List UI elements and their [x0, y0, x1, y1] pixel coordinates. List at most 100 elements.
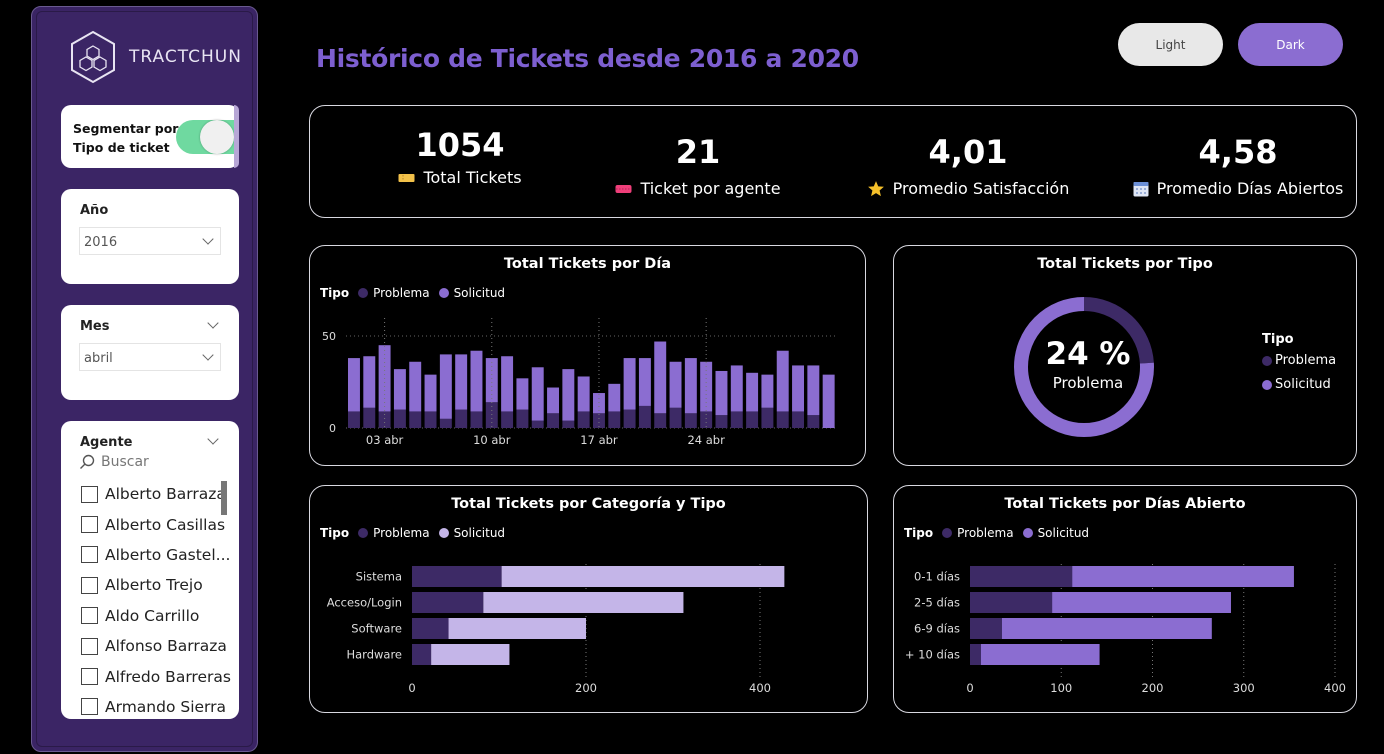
- brand-name: TRACTCHUN: [129, 47, 242, 67]
- x-tick-label: 17 abr: [580, 433, 618, 447]
- donut-center-value: 24 %: [1045, 336, 1131, 372]
- agent-list-item[interactable]: Aldo Carrillo: [81, 601, 221, 631]
- agent-search[interactable]: Buscar: [79, 454, 149, 470]
- agent-checkbox[interactable]: [81, 485, 98, 503]
- kpi-label-row: Promedio Satisfacción: [858, 179, 1078, 198]
- legend-solicitud[interactable]: Solicitud: [453, 526, 506, 540]
- bar-problema: [746, 411, 759, 428]
- star-icon: [867, 180, 884, 196]
- kpi-label: Ticket por agente: [640, 179, 781, 198]
- bar-solicitud: [409, 361, 422, 412]
- month-dropdown[interactable]: abril: [79, 343, 221, 371]
- bar-problema: [970, 618, 1002, 639]
- category-label: Hardware: [346, 648, 402, 662]
- chart-tickets-per-day: Total Tickets por Día Tipo Problema Soli…: [309, 245, 866, 466]
- legend-problema[interactable]: Problema: [373, 526, 430, 540]
- agent-name: Alfonso Barraza: [105, 637, 227, 656]
- bar-problema: [516, 409, 529, 428]
- bar-solicitud: [470, 350, 483, 412]
- bar-problema: [439, 418, 452, 428]
- bar-problema: [970, 592, 1053, 613]
- bar-solicitud: [501, 566, 785, 587]
- agent-name: Alberto Barraza: [105, 485, 226, 504]
- agent-list-item[interactable]: Alfredo Barreras: [81, 661, 231, 691]
- agent-search-placeholder: Buscar: [101, 454, 149, 470]
- bar-problema: [470, 411, 483, 428]
- category-label: 0-1 días: [914, 570, 960, 584]
- bar-problema: [593, 413, 605, 428]
- bar-problema: [393, 409, 406, 428]
- category-label: 6-9 días: [914, 622, 960, 636]
- bar-solicitud: [980, 644, 1100, 665]
- chart-legend: Tipo Problema Solicitud: [904, 526, 1089, 540]
- bar-problema: [970, 566, 1073, 587]
- category-label: Sistema: [356, 570, 402, 584]
- legend-item-problema[interactable]: Problema: [1262, 353, 1336, 368]
- month-slicer: Mes abril: [61, 305, 239, 400]
- bar-problema: [654, 413, 667, 428]
- agent-checkbox[interactable]: [81, 698, 98, 716]
- agent-checkbox[interactable]: [81, 668, 98, 686]
- x-tick-label: 300: [1233, 681, 1255, 695]
- agent-checkbox[interactable]: [81, 546, 98, 564]
- agent-list-item[interactable]: Alberto Casillas: [81, 509, 225, 539]
- ticket-pink-icon: [615, 184, 632, 193]
- legend-problema[interactable]: Problema: [957, 526, 1014, 540]
- segment-toggle-card[interactable]: Segmentar por Tipo de ticket: [61, 105, 239, 168]
- agent-slicer-title: Agente: [80, 435, 133, 450]
- toggle-knob[interactable]: [200, 120, 234, 154]
- bar-solicitud: [715, 370, 728, 416]
- chart-legend: Tipo Problema Solicitud: [320, 526, 505, 540]
- segment-toggle[interactable]: [176, 120, 234, 154]
- ticket-icon: [398, 173, 415, 182]
- category-label: 2-5 días: [914, 596, 960, 610]
- kpi-ticket-per-agent: 21 Ticket por agente: [608, 133, 788, 198]
- chart-tickets-per-category: Total Tickets por Categoría y Tipo Tipo …: [309, 485, 868, 713]
- bar-solicitud: [746, 372, 759, 412]
- light-theme-button[interactable]: Light: [1118, 23, 1223, 66]
- toggle-strip: [234, 105, 239, 168]
- bar-solicitud: [822, 374, 835, 428]
- legend-dot-solicitud: [438, 288, 449, 298]
- chevron-down-icon[interactable]: [207, 433, 219, 445]
- bar-solicitud: [669, 361, 682, 408]
- chevron-down-icon[interactable]: [207, 317, 219, 329]
- legend-problema[interactable]: Problema: [373, 286, 430, 300]
- bar-solicitud: [485, 358, 498, 403]
- dark-theme-button[interactable]: Dark: [1238, 23, 1343, 66]
- bar-solicitud: [623, 358, 636, 410]
- agent-list-item[interactable]: Alberto Barraza: [81, 479, 226, 509]
- agent-list-item[interactable]: Armando Sierra: [81, 692, 226, 719]
- bar-solicitud: [1001, 618, 1212, 639]
- bar-problema: [363, 407, 376, 428]
- kpi-value: 4,01: [928, 133, 1008, 171]
- agent-checkbox[interactable]: [81, 607, 98, 625]
- agent-list-scrollbar[interactable]: [221, 481, 227, 515]
- bar-problema: [409, 411, 422, 428]
- month-dropdown-value: abril: [84, 351, 113, 366]
- agent-list-item[interactable]: Alfonso Barraza: [81, 631, 227, 661]
- donut-chart-svg: [1014, 297, 1154, 437]
- bar-problema: [378, 411, 391, 428]
- days-open-chart-svg: 0 100 200 300 400 0-1 días 2-5 días 6-9 días + 1…: [905, 564, 1346, 695]
- kpi-value: 4,58: [1198, 133, 1278, 171]
- x-tick-label: 200: [575, 681, 597, 695]
- chart-legend: Tipo Problema Solicitud: [320, 286, 505, 300]
- legend-solicitud[interactable]: Solicitud: [453, 286, 506, 300]
- agent-checkbox[interactable]: [81, 576, 98, 594]
- legend-dot-problema: [358, 288, 369, 298]
- bar-problema: [970, 644, 981, 665]
- bar-problema: [455, 409, 468, 428]
- agent-list-item[interactable]: Alberto Trejo: [81, 570, 221, 600]
- bar-problema: [348, 411, 360, 428]
- kpi-value: 21: [675, 133, 721, 171]
- category-label: + 10 días: [905, 648, 960, 662]
- year-dropdown[interactable]: 2016: [79, 227, 221, 255]
- agent-list-item[interactable]: Alberto Gastel...: [81, 540, 230, 570]
- agent-checkbox[interactable]: [81, 637, 98, 655]
- bar-solicitud: [792, 365, 805, 412]
- chart-tickets-per-days-open: Total Tickets por Días Abierto Tipo Prob…: [893, 485, 1357, 713]
- legend-item-solicitud[interactable]: Solicitud: [1262, 377, 1336, 392]
- legend-solicitud[interactable]: Solicitud: [1037, 526, 1090, 540]
- agent-checkbox[interactable]: [81, 516, 98, 534]
